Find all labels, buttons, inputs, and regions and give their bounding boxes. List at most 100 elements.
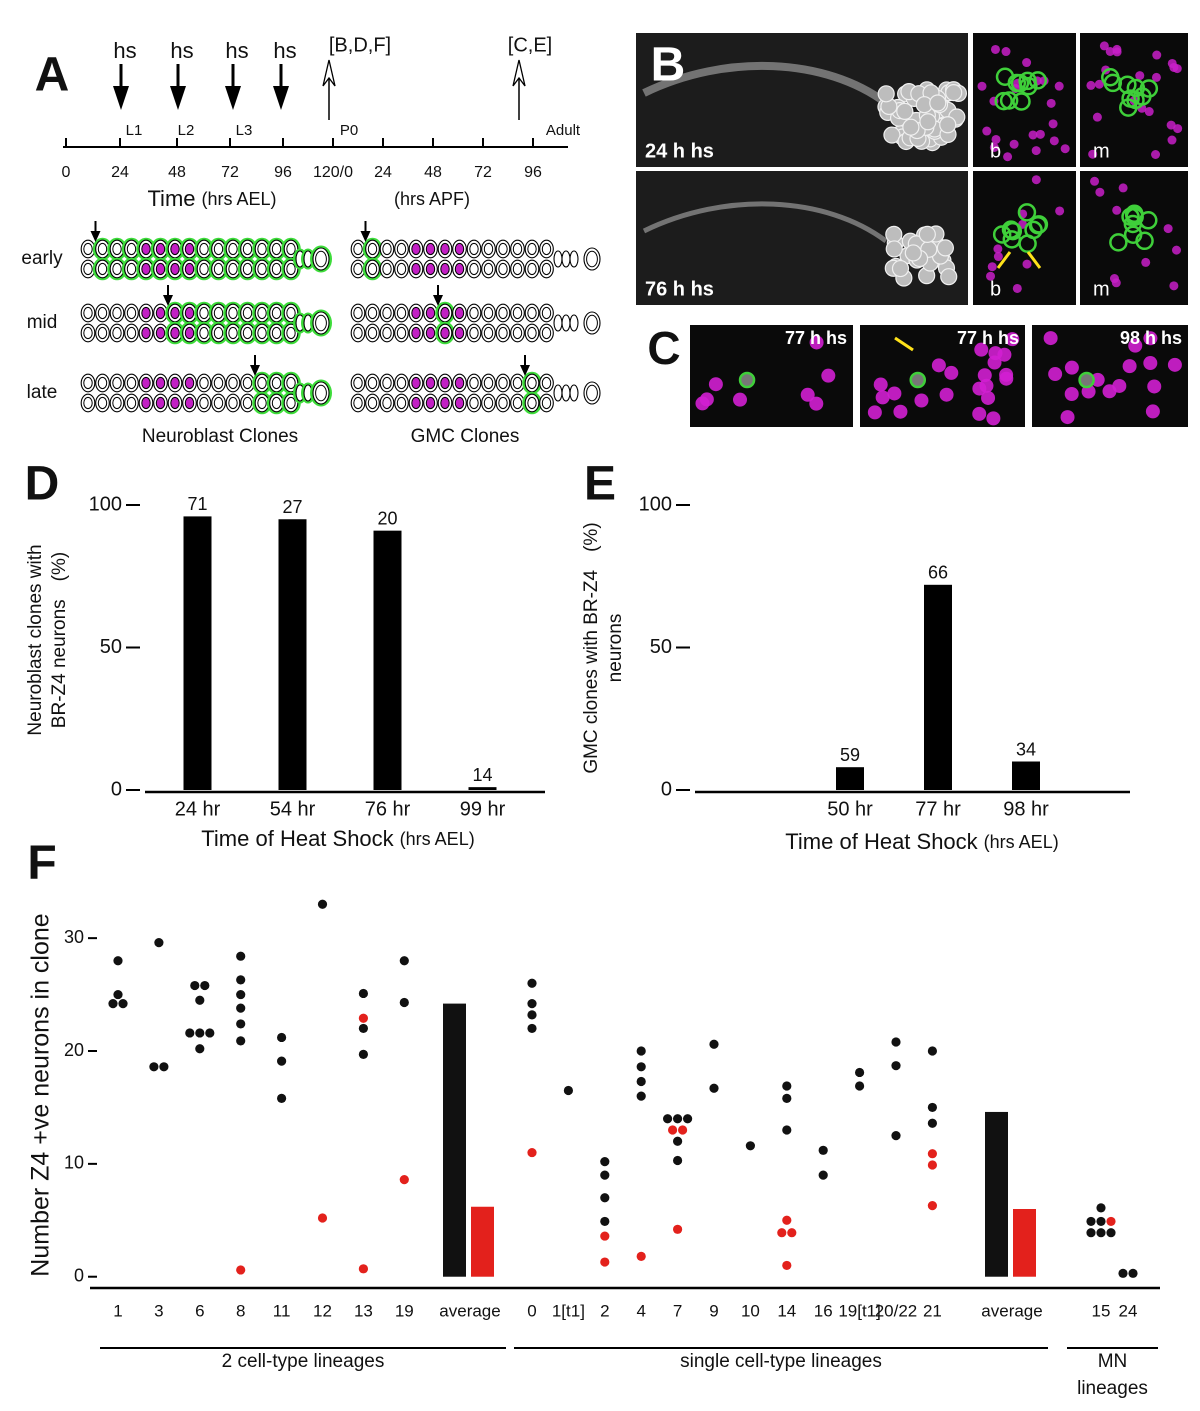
clone-arrow-head <box>360 231 371 242</box>
time-tick-label: 48 <box>168 164 186 181</box>
cell-nucleus <box>512 262 523 276</box>
cell-nucleus <box>228 262 238 276</box>
nucleus-stain <box>708 377 723 392</box>
data-point <box>358 1013 368 1023</box>
clone-caption: GMC Clones <box>411 426 520 447</box>
cell-nucleus <box>367 326 378 340</box>
x-tick-label: 99 hr <box>460 798 506 820</box>
nucleus-stain <box>867 405 882 420</box>
cell-nucleus <box>112 262 122 276</box>
cell-nucleus <box>199 242 209 256</box>
clone-cell <box>1109 233 1128 252</box>
cell-nucleus <box>170 376 180 390</box>
bar <box>924 584 952 790</box>
cell-nucleus <box>170 326 180 340</box>
arrow-head <box>273 86 289 110</box>
pointer-arrow <box>996 251 1012 269</box>
x-tick-label: 24 <box>1119 1301 1138 1320</box>
data-point <box>399 956 409 966</box>
cell-nucleus <box>541 326 552 340</box>
data-point <box>277 1093 287 1103</box>
time-label: Time <box>147 186 195 211</box>
cell-nucleus <box>469 326 479 340</box>
time-tick-label: 120/0 <box>313 164 353 181</box>
cell-nucleus <box>586 250 598 268</box>
data-point <box>600 1170 610 1180</box>
nucleus-stain <box>1094 79 1104 89</box>
clone-cell <box>1024 220 1043 240</box>
time-tick-label: 24 <box>111 164 129 181</box>
x-tick-label: 12 <box>313 1301 332 1320</box>
cell-nucleus <box>257 396 267 410</box>
cell <box>553 250 563 268</box>
pointer-arrow <box>894 336 914 352</box>
cell-nucleus <box>97 396 108 410</box>
cell-nucleus <box>498 396 508 410</box>
apf-unit: (hrs APF) <box>394 189 470 209</box>
cell-nucleus <box>512 306 523 320</box>
y-axis-title-line: GMC clones with BR-Z4 <box>581 569 602 773</box>
nucleus-stain <box>1102 384 1117 399</box>
neuron-body <box>902 118 920 136</box>
x-tick-label: 8 <box>236 1301 245 1320</box>
data-point <box>236 975 246 985</box>
nucleus-stain <box>732 392 747 407</box>
clone-cell <box>1002 230 1022 249</box>
cell <box>553 314 563 332</box>
x-tick-label: 76 hr <box>365 798 411 820</box>
cell-nucleus <box>286 326 296 340</box>
cell-nucleus <box>469 376 479 390</box>
data-point <box>195 1044 205 1054</box>
group-label: lineages <box>1077 1378 1148 1399</box>
sample-size-label: 71 <box>187 494 207 514</box>
y-axis-title-line: neurons <box>605 614 626 683</box>
cell-nucleus <box>242 396 253 410</box>
clone-cell <box>1012 92 1031 111</box>
data-point <box>108 999 118 1009</box>
nucleus-stain <box>990 44 1000 54</box>
data-point <box>1118 1268 1128 1278</box>
data-point <box>855 1067 865 1078</box>
neuron-body <box>929 94 947 112</box>
cell-nucleus <box>257 262 267 276</box>
nucleus-stain <box>1046 98 1056 108</box>
y-tick-label: 0 <box>74 1265 84 1285</box>
data-point <box>358 1023 368 1034</box>
nucleus-stain <box>1055 206 1065 216</box>
cell-nucleus <box>112 396 122 410</box>
data-point <box>200 980 210 991</box>
cell-nucleus <box>498 326 508 340</box>
data-point <box>1106 1216 1116 1227</box>
cell-nucleus <box>83 242 93 256</box>
group-label: single cell-type lineages <box>680 1351 882 1372</box>
nucleus-stain <box>1112 44 1122 54</box>
data-point <box>113 956 123 966</box>
time-tick-label: 0 <box>62 164 71 181</box>
micrograph-caption: b <box>990 278 1001 300</box>
cell-nucleus <box>199 326 209 340</box>
cell-nucleus <box>353 376 363 390</box>
data-point <box>927 1118 938 1128</box>
data-point <box>668 1125 678 1135</box>
pointer-arrow <box>1026 251 1042 269</box>
arrow-head <box>225 86 241 110</box>
cell-nucleus <box>425 326 436 340</box>
data-point <box>636 1046 646 1056</box>
x-axis-title-unit: (hrs AEL) <box>984 832 1059 852</box>
heat-shock-label: hs <box>225 38 248 63</box>
cell-nucleus <box>199 306 209 320</box>
cell-nucleus <box>315 250 327 268</box>
neuron-body <box>918 225 936 243</box>
micrograph-caption: 77 h hs <box>957 328 1019 348</box>
nucleus-stain <box>972 381 987 396</box>
clone-cell <box>994 91 1013 111</box>
cell-nucleus <box>541 376 552 390</box>
cell-nucleus <box>199 396 209 410</box>
data-point <box>636 1062 646 1072</box>
time-tick-label: 24 <box>374 164 392 181</box>
y-axis-title: Number Z4 +ve neurons in clone <box>27 913 55 1276</box>
clone-row-label: mid <box>27 312 58 333</box>
cell-nucleus <box>498 262 508 276</box>
data-point <box>358 988 368 999</box>
nucleus-stain <box>1012 283 1022 293</box>
